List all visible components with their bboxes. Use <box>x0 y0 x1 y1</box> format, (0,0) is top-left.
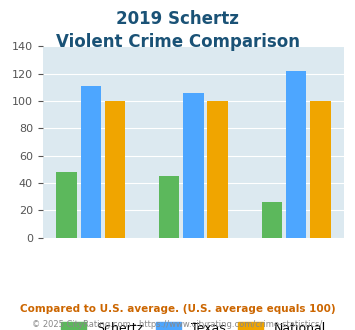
Bar <box>286 71 306 238</box>
Bar <box>56 172 77 238</box>
Bar <box>159 176 180 238</box>
Legend: Schertz, Texas, National: Schertz, Texas, National <box>56 316 331 330</box>
Text: 2019 Schertz: 2019 Schertz <box>116 10 239 28</box>
Bar <box>183 93 204 238</box>
Text: Compared to U.S. average. (U.S. average equals 100): Compared to U.S. average. (U.S. average … <box>20 304 335 314</box>
Bar <box>81 86 101 238</box>
Text: Violent Crime Comparison: Violent Crime Comparison <box>55 33 300 51</box>
Bar <box>207 101 228 238</box>
Bar <box>105 101 125 238</box>
Text: © 2025 CityRating.com - https://www.cityrating.com/crime-statistics/: © 2025 CityRating.com - https://www.city… <box>32 320 323 329</box>
Bar <box>310 101 331 238</box>
Bar <box>262 202 282 238</box>
